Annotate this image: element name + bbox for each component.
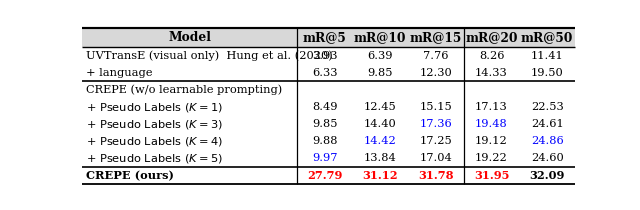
- Text: CREPE (w/o learnable prompting): CREPE (w/o learnable prompting): [86, 85, 282, 95]
- Text: mR@5: mR@5: [303, 31, 346, 44]
- Text: 19.48: 19.48: [475, 119, 508, 129]
- Text: 24.61: 24.61: [531, 119, 564, 129]
- Text: 8.49: 8.49: [312, 102, 337, 112]
- Text: UVTransE (visual only)  Hung et al. (2020): UVTransE (visual only) Hung et al. (2020…: [86, 51, 333, 61]
- Text: 14.33: 14.33: [475, 68, 508, 78]
- Text: + Pseudo Labels ($K = 4$): + Pseudo Labels ($K = 4$): [86, 135, 223, 148]
- Text: 24.60: 24.60: [531, 153, 564, 163]
- Text: mR@15: mR@15: [410, 31, 462, 44]
- Text: 19.12: 19.12: [475, 136, 508, 146]
- Text: 6.39: 6.39: [367, 51, 393, 61]
- Text: + Pseudo Labels ($K = 5$): + Pseudo Labels ($K = 5$): [86, 152, 223, 165]
- Text: 24.86: 24.86: [531, 136, 564, 146]
- Text: 6.33: 6.33: [312, 68, 337, 78]
- Text: 15.15: 15.15: [419, 102, 452, 112]
- Text: 31.12: 31.12: [362, 170, 398, 181]
- Text: 27.79: 27.79: [307, 170, 342, 181]
- Text: + Pseudo Labels ($K = 3$): + Pseudo Labels ($K = 3$): [86, 118, 223, 131]
- Text: mR@10: mR@10: [354, 31, 406, 44]
- Text: 3.93: 3.93: [312, 51, 337, 61]
- Text: mR@20: mR@20: [465, 31, 518, 44]
- Text: 9.88: 9.88: [312, 136, 337, 146]
- Text: 31.78: 31.78: [418, 170, 454, 181]
- Text: + language: + language: [86, 68, 152, 78]
- Text: 19.22: 19.22: [475, 153, 508, 163]
- Text: Model: Model: [168, 31, 211, 44]
- Text: 13.84: 13.84: [364, 153, 397, 163]
- Text: CREPE (ours): CREPE (ours): [86, 170, 174, 181]
- Text: 31.95: 31.95: [474, 170, 509, 181]
- Text: + Pseudo Labels ($K = 1$): + Pseudo Labels ($K = 1$): [86, 101, 223, 114]
- Text: 17.04: 17.04: [419, 153, 452, 163]
- Text: 14.42: 14.42: [364, 136, 397, 146]
- Text: 11.41: 11.41: [531, 51, 564, 61]
- Text: 12.30: 12.30: [419, 68, 452, 78]
- Text: 9.85: 9.85: [367, 68, 393, 78]
- Text: 32.09: 32.09: [529, 170, 565, 181]
- Text: 17.13: 17.13: [475, 102, 508, 112]
- Text: 17.25: 17.25: [419, 136, 452, 146]
- Text: 12.45: 12.45: [364, 102, 397, 112]
- Text: 9.97: 9.97: [312, 153, 337, 163]
- Text: mR@50: mR@50: [521, 31, 573, 44]
- Text: 8.26: 8.26: [479, 51, 504, 61]
- Text: 7.76: 7.76: [423, 51, 449, 61]
- Text: 14.40: 14.40: [364, 119, 397, 129]
- Text: 19.50: 19.50: [531, 68, 564, 78]
- Text: 9.85: 9.85: [312, 119, 337, 129]
- Text: 17.36: 17.36: [419, 119, 452, 129]
- Text: 22.53: 22.53: [531, 102, 564, 112]
